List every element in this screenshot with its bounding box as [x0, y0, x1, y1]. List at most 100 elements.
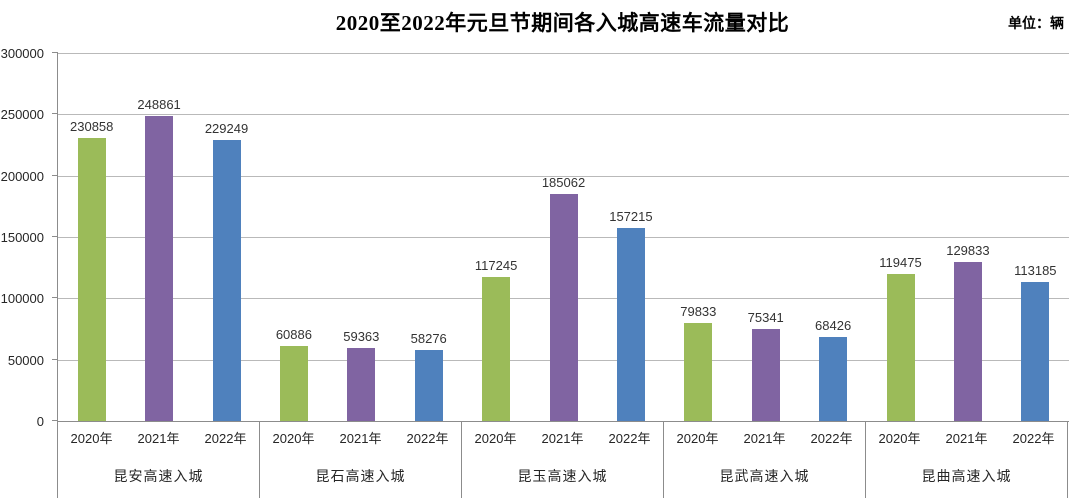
unit-label: 单位：辆 — [1008, 15, 1064, 31]
bar — [549, 194, 578, 421]
gridline — [58, 53, 1069, 54]
y-tick-mark — [52, 420, 58, 421]
bar-value-label: 185062 — [541, 175, 586, 190]
y-tick-mark — [52, 236, 58, 237]
bar — [145, 115, 174, 421]
category-name-row: 昆安高速入城 — [58, 454, 259, 498]
bar — [279, 346, 308, 421]
y-tick-mark — [52, 52, 58, 53]
category-name-row: 昆玉高速入城 — [462, 454, 663, 498]
category-name-row: 昆武高速入城 — [664, 454, 865, 498]
category-group: 2020年 2021年 2022年昆武高速入城 — [663, 421, 865, 498]
bar-slot: 248861 — [125, 53, 192, 421]
category-group: 2020年 2021年 2022年 昆石高速入城 — [259, 421, 461, 498]
category-label: 昆曲高速入城 — [921, 468, 1012, 484]
gridline — [58, 175, 1069, 177]
bar — [616, 228, 645, 421]
y-tick-label: 200000 — [0, 168, 44, 184]
bar-group: 119475 129833 113185 — [867, 53, 1069, 421]
bar — [414, 349, 443, 421]
year-label: 2021年 — [945, 431, 988, 446]
year-label: 2022年 — [810, 431, 853, 446]
plot-area: 230858 248861 229249 60886 59363 58276 117245 1… — [52, 52, 1069, 422]
bar-value-label: 58276 — [410, 330, 447, 346]
y-tick-label: 50000 — [7, 352, 44, 368]
bar-value-label: 79833 — [680, 304, 717, 320]
bar-group: 230858 248861 229249 — [58, 53, 260, 421]
gridline — [58, 114, 1069, 116]
category-label: 昆武高速入城 — [719, 468, 810, 484]
bar-value-label: 119475 — [879, 255, 922, 271]
bar-slot: 119475 — [867, 53, 934, 421]
bar-slot: 113185 — [1002, 53, 1069, 421]
bar-slot: 75341 — [732, 53, 799, 421]
bar-slot: 230858 — [58, 53, 125, 421]
year-label: 2021年 — [541, 431, 584, 446]
y-tick-label: 300000 — [0, 46, 44, 61]
bar-group: 60886 59363 58276 — [260, 53, 462, 421]
bar-slot: 117245 — [462, 53, 529, 421]
year-label: 2021年 — [743, 431, 786, 446]
category-label: 昆安高速入城 — [113, 468, 204, 484]
bar-value-label: 129833 — [946, 242, 990, 258]
bar-value-label: 68426 — [815, 318, 852, 334]
y-tick-label: 150000 — [0, 230, 44, 245]
year-label: 2020年 — [878, 431, 921, 446]
category-group: 2020年 2021年 2022年昆玉高速入城 — [461, 421, 663, 498]
year-label: 2021年 — [137, 431, 180, 446]
bar-value-label: 157215 — [609, 209, 653, 225]
bar — [77, 137, 106, 421]
bar-group: 117245 185062 157215 — [462, 53, 664, 421]
bar-value-label: 59363 — [343, 329, 380, 345]
bar-group: 79833 75341 68426 — [665, 53, 867, 421]
bar-slot: 60886 — [260, 53, 327, 421]
bar — [751, 328, 780, 421]
bar-slot: 59363 — [328, 53, 395, 421]
year-label: 2020年 — [70, 431, 113, 446]
bar-value-label: 248861 — [137, 96, 181, 112]
bar — [684, 323, 713, 421]
bar — [819, 337, 848, 421]
bar — [482, 277, 511, 421]
category-label: 昆玉高速入城 — [517, 468, 608, 484]
bar-value-label: 113185 — [1014, 263, 1057, 279]
year-label: 2020年 — [676, 431, 719, 446]
y-tick-mark — [52, 113, 58, 115]
y-tick-mark — [52, 174, 58, 176]
year-label-row: 2020年 2021年 2022年 — [58, 421, 259, 454]
bar-slot: 185062 — [530, 53, 597, 421]
category-axis: 2020年 2021年 2022年昆安高速入城 2020年 2021年 2022年昆石高速… — [57, 421, 1068, 498]
year-label: 2022年 — [204, 431, 247, 446]
bar — [212, 139, 241, 421]
y-tick-label: 250000 — [0, 107, 44, 123]
category-group: 2020年 2021年 2022年昆曲高速入城 — [865, 421, 1068, 498]
bar-slot: 157215 — [597, 53, 664, 421]
bar-layer: 230858 248861 229249 60886 59363 58276 117245 1… — [58, 53, 1069, 421]
bar — [1021, 282, 1050, 421]
year-label: 2020年 — [474, 431, 517, 446]
bar-slot: 229249 — [193, 53, 260, 421]
bar — [953, 261, 982, 421]
bar-slot: 68426 — [799, 53, 866, 421]
year-label: 2021年 — [339, 431, 382, 446]
y-tick-label: 0 — [36, 414, 44, 429]
y-tick-mark — [52, 358, 58, 360]
bar-value-label: 229249 — [204, 120, 249, 136]
bar-value-label: 60886 — [275, 327, 312, 343]
chart-title: 2020至2022年元旦节期间各入城高速车流量对比 — [335, 11, 790, 35]
y-tick-label: 100000 — [0, 291, 44, 307]
year-label: 2022年 — [406, 431, 449, 446]
bar-value-label: 75341 — [747, 309, 784, 325]
bar — [886, 274, 915, 421]
year-label-row: 2020年 2021年 2022年 — [260, 421, 461, 454]
y-axis: 0 50000 100000 150000 200000 250000 300000 — [0, 46, 50, 429]
category-group: 2020年 2021年 2022年昆安高速入城 — [57, 421, 259, 498]
category-name-row: 昆曲高速入城 — [866, 454, 1067, 498]
category-label: 昆石高速入城 — [315, 468, 406, 484]
year-label: 2022年 — [1012, 431, 1055, 446]
bar-value-label: 230858 — [70, 118, 114, 134]
year-label: 2022年 — [608, 431, 651, 446]
bar-value-label: 117245 — [474, 258, 518, 274]
bar-slot: 58276 — [395, 53, 462, 421]
